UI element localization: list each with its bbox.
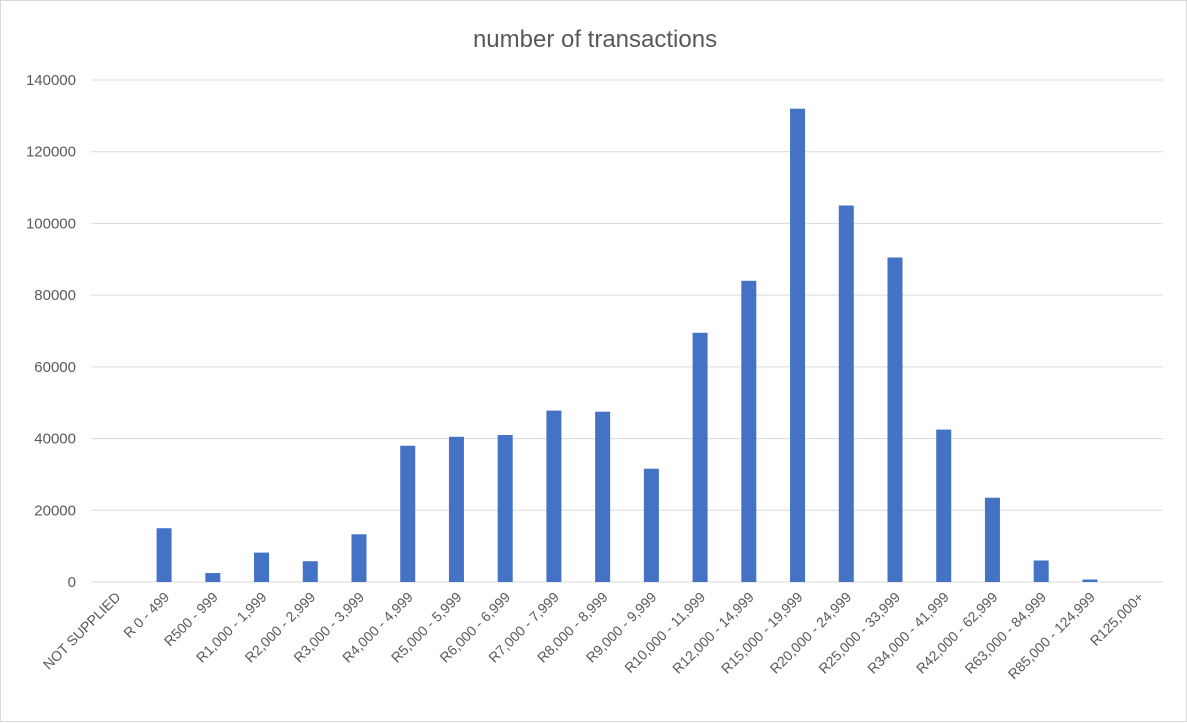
bar [741,280,757,582]
bar [546,410,562,582]
bar [205,573,221,582]
bar [595,411,611,582]
bars [156,108,1098,582]
bar [692,332,708,582]
bar [1033,560,1049,582]
y-tick-label: 20000 [34,502,76,519]
bar [351,534,367,582]
y-tick-label: 60000 [34,359,76,376]
x-tick-label: R20,000 - 24,999 [767,589,855,677]
bar [254,552,270,582]
bar [984,497,1000,582]
bar [838,205,854,582]
bar [400,445,416,582]
x-tick-label: R125,000+ [1087,589,1147,649]
bar [448,436,464,582]
x-tick-label: R15,000 - 19,999 [718,589,806,677]
bar [156,528,172,582]
y-tick-label: 80000 [34,287,76,304]
y-tick-label: 140000 [26,72,76,89]
bar [643,468,659,582]
x-tick-label: R25,000 - 33,999 [815,589,903,677]
x-tick-label: R34,000 - 41,999 [864,589,952,677]
x-tick-label: R63,000 - 84,999 [961,589,1049,677]
bar [887,257,903,582]
bar [497,434,513,582]
x-tick-label: R85,000 - 124,999 [1005,589,1098,682]
bar [302,561,318,582]
gridlines [91,79,1163,583]
x-tick-label: NOT SUPPLIED [40,589,124,673]
bar [790,108,806,582]
bar [936,429,952,582]
x-tick-label: R42,000 - 62,999 [913,589,1001,677]
y-tick-label: 120000 [26,144,76,161]
y-axis-tick-labels: 0 20000 40000 60000 80000 100000 120000 140000 [26,72,76,591]
x-tick-label: R12,000 - 14,999 [669,589,757,677]
y-tick-label: 100000 [26,215,76,232]
bar [1082,579,1098,582]
y-tick-label: 0 [68,574,76,591]
y-tick-label: 40000 [34,431,76,448]
chart-title: number of transactions [473,26,717,53]
